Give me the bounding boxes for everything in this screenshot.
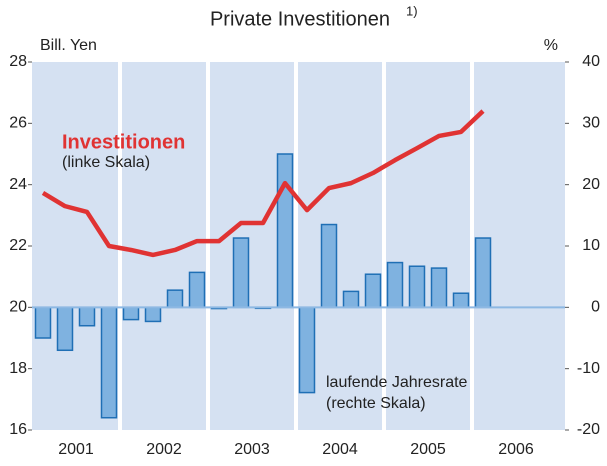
x-tick-label: 2002 — [146, 441, 182, 458]
y-axis-label: Bill. Yen — [40, 37, 97, 54]
title-note: 1) — [406, 3, 418, 18]
y2-tick-label: 10 — [582, 237, 600, 254]
bar — [408, 265, 426, 309]
bar — [386, 261, 404, 309]
y2-tick-label: 40 — [582, 53, 600, 70]
y2-tick-label: -20 — [577, 421, 600, 438]
y-tick-label: 24 — [9, 176, 27, 193]
bar — [34, 306, 52, 339]
y-tick-label: 20 — [9, 299, 27, 316]
bar — [122, 306, 140, 321]
bar — [188, 271, 206, 309]
bar — [452, 292, 470, 309]
y2-tick-label: 0 — [591, 299, 600, 316]
line-legend-note: (linke Skala) — [62, 154, 150, 171]
y-tick-label: 26 — [9, 115, 27, 132]
x-tick-label: 2006 — [498, 441, 534, 458]
x-tick-label: 2004 — [322, 441, 358, 458]
bar — [166, 289, 184, 309]
x-tick-label: 2003 — [234, 441, 270, 458]
y2-axis-label: % — [544, 37, 558, 54]
y-tick-label: 28 — [9, 53, 27, 70]
bar-legend: laufende Jahresrate — [326, 374, 468, 391]
bar — [320, 223, 338, 309]
bar — [364, 273, 382, 309]
bar — [232, 237, 250, 309]
bar — [100, 306, 118, 419]
y-tick-label: 16 — [9, 421, 27, 438]
bar — [430, 267, 448, 309]
bar — [474, 237, 492, 309]
y-tick-label: 18 — [9, 360, 27, 377]
y-tick-label: 22 — [9, 237, 27, 254]
bar — [298, 306, 316, 394]
plot — [32, 62, 565, 430]
x-tick-label: 2005 — [410, 441, 446, 458]
line — [41, 109, 485, 258]
x-tick-label: 2001 — [58, 441, 94, 458]
y2-tick-label: -10 — [577, 360, 600, 377]
bar — [276, 153, 294, 309]
bar — [144, 306, 162, 323]
y2-tick-label: 20 — [582, 176, 600, 193]
chart-title: Private Investitionen — [210, 8, 390, 30]
line-legend: Investitionen — [62, 131, 185, 153]
bar-legend-note: (rechte Skala) — [326, 395, 426, 412]
y2-tick-label: 30 — [582, 115, 600, 132]
bar — [56, 306, 74, 352]
bar — [78, 306, 96, 327]
bar — [342, 290, 360, 309]
